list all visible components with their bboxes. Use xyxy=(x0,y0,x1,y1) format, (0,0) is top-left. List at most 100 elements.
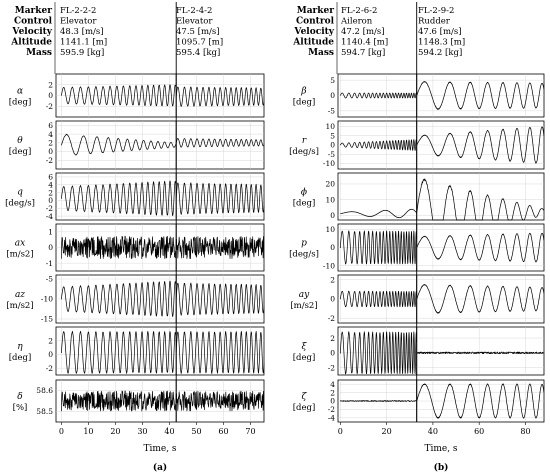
y-axis-label: α xyxy=(17,87,23,97)
y-tick-label: -2 xyxy=(46,102,54,111)
series-line-theta xyxy=(61,133,265,156)
y-tick-label: 20 xyxy=(325,180,335,189)
y-axis-unit: [m/s2] xyxy=(6,250,33,260)
header-value: 1095.7 [m] xyxy=(176,38,223,48)
header-value: 48.3 [m/s] xyxy=(60,27,104,37)
series-line-r xyxy=(340,126,545,164)
series-line-q xyxy=(61,180,265,217)
y-tick-label: 5 xyxy=(330,76,335,85)
x-tick-label: 20 xyxy=(382,427,392,436)
y-axis-label: p xyxy=(301,239,307,249)
y-axis-unit: [deg] xyxy=(293,199,316,209)
header-key: Mass xyxy=(308,48,334,58)
y-tick-label: 0 xyxy=(330,141,335,150)
series-line-eta xyxy=(61,330,265,374)
series-line-beta xyxy=(339,81,545,110)
series-line-phi xyxy=(340,178,545,221)
y-axis-label: q xyxy=(17,188,23,198)
panel-caption: (b) xyxy=(434,462,449,473)
y-tick-label: 0 xyxy=(48,350,53,359)
y-tick-label: -1 xyxy=(46,259,53,268)
x-tick-label: 30 xyxy=(137,427,147,436)
header-key: Velocity xyxy=(293,27,334,37)
y-axis-unit: [deg] xyxy=(9,147,32,157)
y-axis-unit: [deg] xyxy=(293,403,316,413)
y-tick-label: -2 xyxy=(46,156,54,165)
y-axis-label: az xyxy=(15,290,25,300)
y-tick-label: 5 xyxy=(330,131,335,140)
y-tick-label: 0 xyxy=(330,397,335,406)
y-tick-label: 2 xyxy=(48,336,53,345)
series-line-ax xyxy=(61,235,265,260)
y-tick-label: 10 xyxy=(325,225,335,234)
y-tick-label: 0 xyxy=(330,211,335,220)
x-tick-label: 0 xyxy=(338,427,343,436)
y-axis-unit: [deg/s] xyxy=(5,199,35,209)
y-tick-label: -15 xyxy=(41,315,53,324)
header-value: FL-2-4-2 xyxy=(176,6,212,16)
y-tick-label: 2 xyxy=(48,80,53,89)
y-axis-label: η xyxy=(17,342,23,352)
y-tick-label: -10 xyxy=(323,261,335,270)
series-line-az xyxy=(61,280,265,317)
subplot-phi: 0 10 20 ϕ[deg] xyxy=(293,172,545,221)
subplot-p: -10 0 10 p[deg/s] xyxy=(289,223,545,272)
series-line-p xyxy=(339,230,545,265)
y-axis-unit: [%] xyxy=(13,403,28,413)
subplot-delta: 58.5 58.6 δ[%] xyxy=(13,379,265,423)
header-value: 1140.4 [m] xyxy=(341,38,388,48)
x-tick-label: 80 xyxy=(520,427,530,436)
y-tick-label: -2 xyxy=(46,364,54,373)
y-tick-label: 6 xyxy=(48,121,53,130)
y-tick-label: 2 xyxy=(330,388,335,397)
series-line-alpha xyxy=(61,84,265,107)
series-line-ay xyxy=(339,284,545,314)
y-tick-label: 2 xyxy=(48,188,53,197)
series-line-zeta xyxy=(339,383,545,419)
y-tick-label: 10 xyxy=(325,195,335,204)
y-tick-label: 0 xyxy=(48,243,53,252)
y-tick-label: 1 xyxy=(48,228,53,237)
subplot-alpha: -2 0 2 α[deg] xyxy=(9,73,265,118)
y-tick-label: -2 xyxy=(328,314,336,323)
header-value: FL-2-6-2 xyxy=(341,6,377,16)
y-axis-label: θ xyxy=(17,136,23,146)
y-tick-label: 4 xyxy=(48,180,53,189)
y-tick-label: 0 xyxy=(330,295,335,304)
y-axis-unit: [deg] xyxy=(9,353,32,363)
header-key: Marker xyxy=(15,6,52,16)
header-value: 47.2 [m/s] xyxy=(341,27,385,37)
subplot-ax: -1 0 1 ax[m/s2] xyxy=(6,223,265,272)
plot-frame xyxy=(337,326,545,376)
header-value: 594.7 [kg] xyxy=(341,48,385,58)
header-value: Rudder xyxy=(418,17,451,27)
y-axis-label: r xyxy=(302,136,307,146)
y-axis-label: δ xyxy=(17,392,22,402)
y-axis-label: ax xyxy=(15,239,25,249)
y-tick-label: 0 xyxy=(48,91,53,100)
header-key: Marker xyxy=(297,6,334,16)
y-axis-unit: [m/s2] xyxy=(290,301,317,311)
x-axis: 0 20 40 60 80 xyxy=(338,422,531,436)
header-value: Elevator xyxy=(176,17,213,27)
panel-caption: (a) xyxy=(153,462,167,473)
y-axis-unit: [deg] xyxy=(293,98,316,108)
y-tick-label: -2 xyxy=(46,204,54,213)
y-axis-unit: [deg] xyxy=(9,98,32,108)
y-axis-label: ζ xyxy=(302,392,308,402)
header-value: FL-2-2-2 xyxy=(60,6,96,16)
header-value: 1141.1 [m] xyxy=(60,38,107,48)
y-tick-label: 0 xyxy=(330,243,335,252)
header-value: 47.6 [m/s] xyxy=(418,27,462,37)
y-tick-label: 2 xyxy=(330,334,335,343)
x-tick-label: 40 xyxy=(428,427,438,436)
y-tick-label: 0 xyxy=(48,196,53,205)
y-tick-label: 10 xyxy=(325,122,335,131)
y-axis-label: ξ xyxy=(302,342,308,352)
header-value: 595.4 [kg] xyxy=(176,48,220,58)
